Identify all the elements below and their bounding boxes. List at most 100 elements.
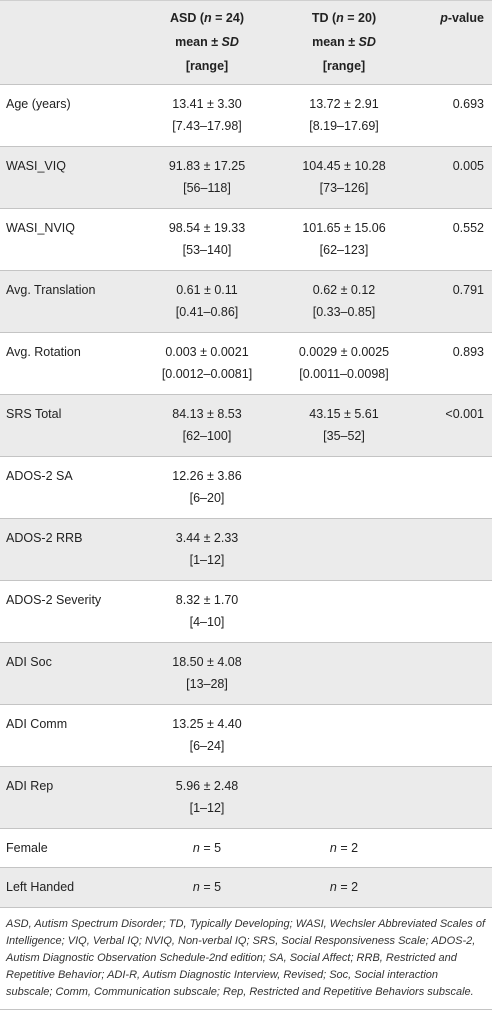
td-cell: 0.62 ± 0.12 [0.33–0.85] (274, 270, 414, 333)
asd-cell: 0.61 ± 0.11 [0.41–0.86] (140, 270, 274, 333)
td-cell: 43.15 ± 5.61 [35–52] (274, 394, 414, 457)
asd-cell: 84.13 ± 8.53 [62–100] (140, 394, 274, 457)
p-value-cell (414, 580, 492, 643)
table-row: Age (years) 13.41 ± 3.30 [7.43–17.98] 13.72… (0, 84, 492, 147)
td-cell (274, 642, 414, 705)
row-label: Avg. Translation (0, 270, 140, 333)
asd-cell: 13.41 ± 3.30 [7.43–17.98] (140, 84, 274, 147)
table-row: Avg. Translation 0.61 ± 0.11 [0.41–0.86] 0.… (0, 270, 492, 333)
p-value-cell (414, 704, 492, 767)
asd-mean: 12.26 ± 3.86 (172, 469, 242, 483)
p-value-cell (414, 518, 492, 581)
table-footnote: ASD, Autism Spectrum Disorder; TD, Typic… (0, 906, 492, 1010)
asd-mean: 0.61 ± 0.11 (176, 283, 238, 297)
table-row: ADI Comm 13.25 ± 4.40 [6–24] (0, 704, 492, 767)
table-row: SRS Total 84.13 ± 8.53 [62–100] 43.15 ± 5.6… (0, 394, 492, 457)
td-mean: 104.45 ± 10.28 (302, 159, 386, 173)
td-cell: 13.72 ± 2.91 [8.19–17.69] (274, 84, 414, 147)
td-range: [62–123] (319, 243, 369, 257)
p-value-cell: 0.791 (414, 270, 492, 333)
p-value-cell (414, 867, 492, 907)
row-label: SRS Total (0, 394, 140, 457)
td-range: [35–52] (323, 429, 365, 443)
asd-cell: 13.25 ± 4.40 [6–24] (140, 704, 274, 767)
p-value-cell (414, 828, 492, 868)
p-value-cell (414, 766, 492, 829)
asd-count: n = 5 (140, 867, 274, 907)
asd-cell: 5.96 ± 2.48 [1–12] (140, 766, 274, 829)
asd-range: [56–118] (183, 181, 231, 195)
table-row: WASI_VIQ 91.83 ± 17.25 [56–118] 104.45 ± 10… (0, 146, 492, 209)
row-label: Avg. Rotation (0, 332, 140, 395)
td-range: [0.33–0.85] (312, 305, 376, 319)
table-row: WASI_NVIQ 98.54 ± 19.33 [53–140] 101.65 ± 1… (0, 208, 492, 271)
table-header-row: ASD (n = 24) mean ± SD [range] TD (n = 2… (0, 0, 492, 85)
asd-mean: 0.003 ± 0.0021 (165, 345, 249, 359)
asd-cell: 3.44 ± 2.33 [1–12] (140, 518, 274, 581)
header-asd: ASD (n = 24) mean ± SD [range] (170, 11, 244, 73)
asd-range: [0.41–0.86] (175, 305, 239, 319)
asd-mean: 13.25 ± 4.40 (172, 717, 242, 731)
td-range: [0.0011–0.0098] (299, 367, 389, 381)
asd-count: n = 5 (140, 828, 274, 868)
asd-cell: 98.54 ± 19.33 [53–140] (140, 208, 274, 271)
asd-cell: 91.83 ± 17.25 [56–118] (140, 146, 274, 209)
td-cell: 101.65 ± 15.06 [62–123] (274, 208, 414, 271)
asd-range: [4–10] (189, 615, 225, 629)
p-value-cell: 0.005 (414, 146, 492, 209)
asd-mean: 13.41 ± 3.30 (172, 97, 242, 111)
asd-mean: 18.50 ± 4.08 (172, 655, 242, 669)
table-row: ADI Soc 18.50 ± 4.08 [13–28] (0, 642, 492, 705)
demographics-table: ASD (n = 24) mean ± SD [range] TD (n = 2… (0, 0, 492, 907)
table-row: Avg. Rotation 0.003 ± 0.0021 [0.0012–0.008… (0, 332, 492, 395)
table-row: ADOS-2 RRB 3.44 ± 2.33 [1–12] (0, 518, 492, 581)
p-value-cell: <0.001 (414, 394, 492, 457)
asd-cell: 12.26 ± 3.86 [6–20] (140, 456, 274, 519)
header-p-value: p-value (440, 11, 484, 25)
row-label: ADOS-2 Severity (0, 580, 140, 643)
asd-cell: 0.003 ± 0.0021 [0.0012–0.0081] (140, 332, 274, 395)
p-value-cell: 0.552 (414, 208, 492, 271)
asd-mean: 84.13 ± 8.53 (172, 407, 242, 421)
row-label: WASI_NVIQ (0, 208, 140, 271)
row-label: ADI Soc (0, 642, 140, 705)
asd-range: [7.43–17.98] (172, 119, 242, 133)
td-count: n = 2 (274, 867, 414, 907)
td-cell (274, 518, 414, 581)
row-label: Left Handed (0, 867, 140, 907)
td-mean: 101.65 ± 15.06 (302, 221, 386, 235)
td-cell (274, 456, 414, 519)
row-label: ADI Rep (0, 766, 140, 829)
row-label: Female (0, 828, 140, 868)
td-count: n = 2 (274, 828, 414, 868)
row-label: Age (years) (0, 84, 140, 147)
p-value-cell (414, 642, 492, 705)
asd-range: [6–24] (189, 739, 225, 753)
asd-mean: 3.44 ± 2.33 (175, 531, 239, 545)
row-label: ADOS-2 RRB (0, 518, 140, 581)
td-mean: 43.15 ± 5.61 (309, 407, 379, 421)
row-label: WASI_VIQ (0, 146, 140, 209)
asd-range: [62–100] (182, 429, 232, 443)
header-variable (0, 1, 140, 85)
td-range: [8.19–17.69] (309, 119, 379, 133)
td-range: [73–126] (319, 181, 369, 195)
td-cell: 104.45 ± 10.28 [73–126] (274, 146, 414, 209)
asd-range: [53–140] (182, 243, 232, 257)
table-row: ADOS-2 Severity 8.32 ± 1.70 [4–10] (0, 580, 492, 643)
td-mean: 13.72 ± 2.91 (309, 97, 379, 111)
asd-mean: 8.32 ± 1.70 (175, 593, 239, 607)
td-cell (274, 704, 414, 767)
asd-mean: 91.83 ± 17.25 (168, 159, 246, 173)
table-row: ADI Rep 5.96 ± 2.48 [1–12] (0, 766, 492, 829)
p-value-cell (414, 456, 492, 519)
asd-mean: 5.96 ± 2.48 (175, 779, 239, 793)
row-label: ADOS-2 SA (0, 456, 140, 519)
td-mean: 0.0029 ± 0.0025 (298, 345, 390, 359)
asd-range: [6–20] (189, 491, 225, 505)
asd-range: [13–28] (186, 677, 228, 691)
asd-cell: 18.50 ± 4.08 [13–28] (140, 642, 274, 705)
asd-mean: 98.54 ± 19.33 (168, 221, 246, 235)
